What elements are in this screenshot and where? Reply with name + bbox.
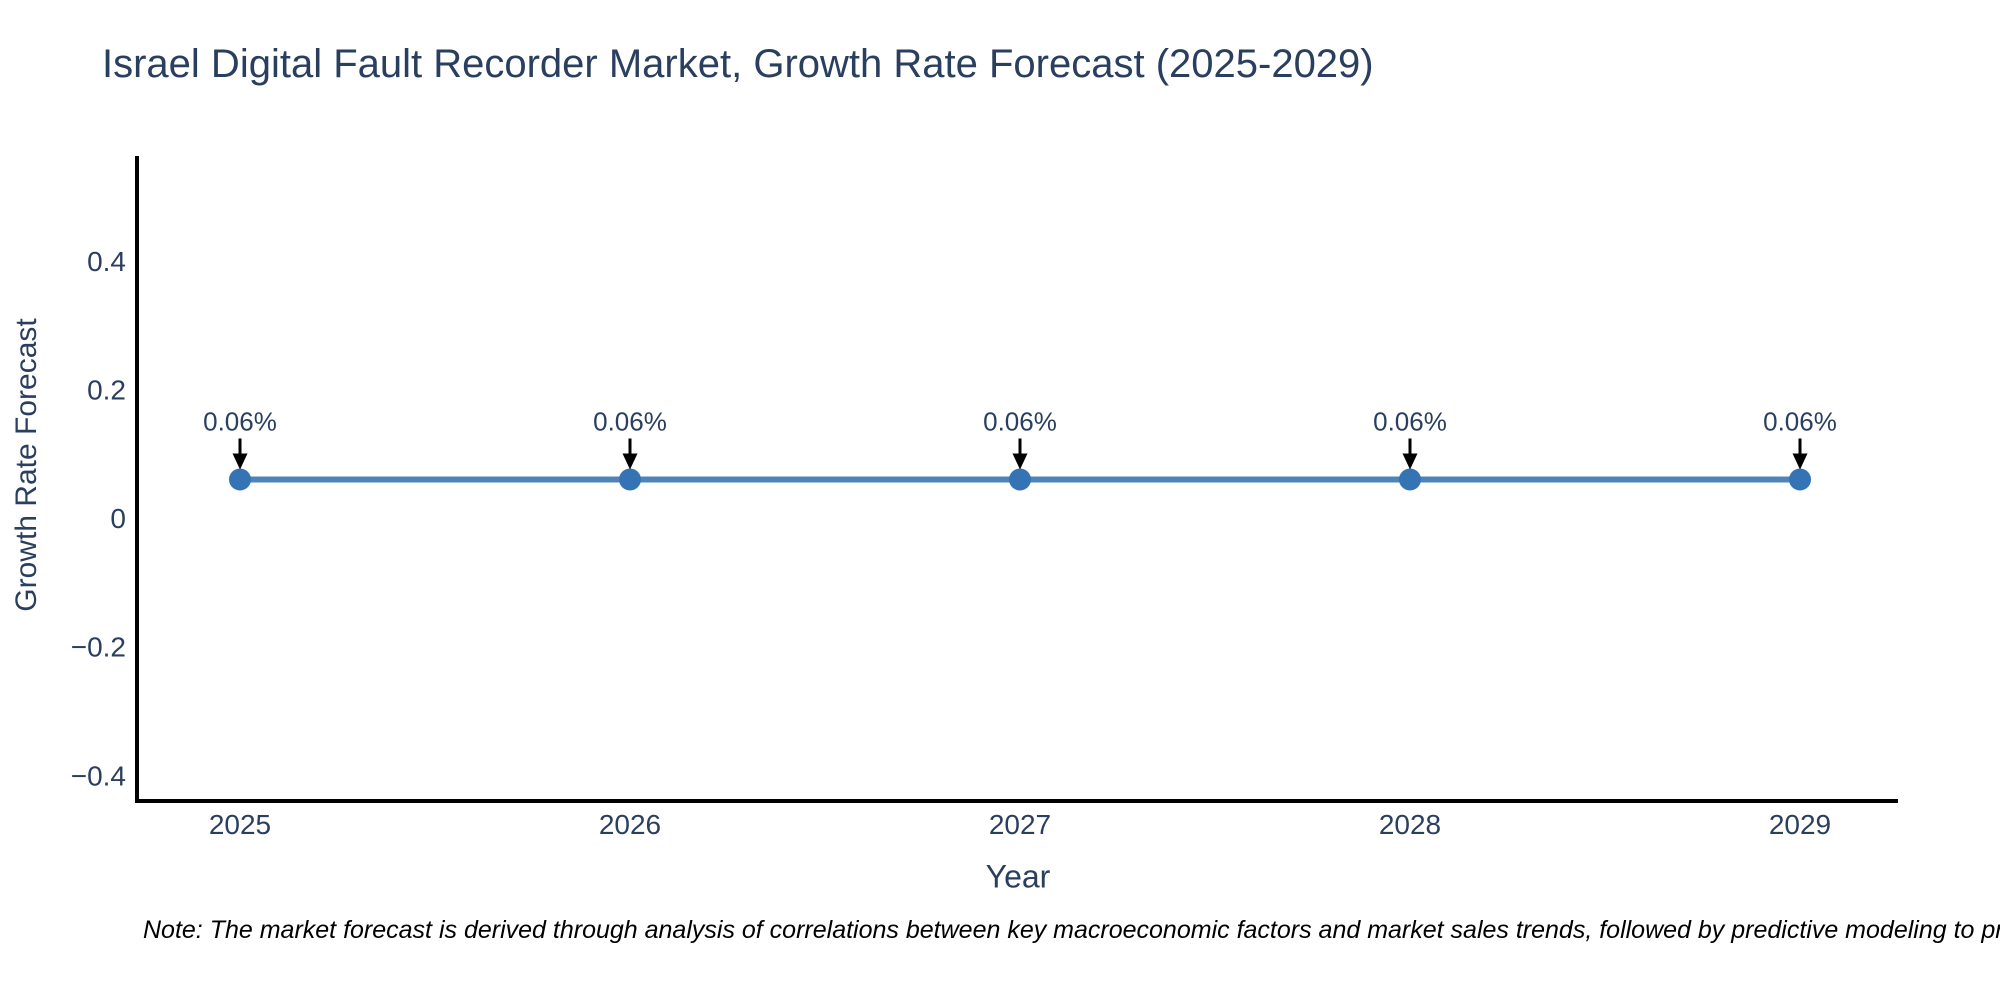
data-point-marker: [229, 468, 251, 491]
y-tick-label: −0.4: [71, 760, 126, 791]
annotation-arrowhead: [1792, 453, 1808, 470]
annotation-arrowhead: [232, 453, 248, 470]
x-tick-label: 2026: [599, 809, 661, 840]
y-tick-label: 0.4: [87, 246, 126, 277]
footnote: Note: The market forecast is derived thr…: [143, 916, 2000, 944]
annotation-label: 0.06%: [203, 407, 277, 437]
x-axis-title: Year: [985, 858, 1051, 895]
annotation-label: 0.06%: [983, 407, 1057, 437]
x-tick-label: 2029: [1769, 809, 1831, 840]
data-point-marker: [619, 468, 641, 491]
chart-title: Israel Digital Fault Recorder Market, Gr…: [102, 42, 1374, 86]
y-tick-label: 0: [110, 503, 126, 534]
annotation-arrowhead: [1012, 453, 1028, 470]
y-tick-label: −0.2: [71, 632, 126, 663]
data-point-marker: [1399, 468, 1421, 491]
annotation-label: 0.06%: [1373, 407, 1447, 437]
annotation-arrowhead: [622, 453, 638, 470]
x-tick-label: 2027: [989, 809, 1051, 840]
data-point-marker: [1009, 468, 1031, 491]
annotation-label: 0.06%: [593, 407, 667, 437]
data-point-marker: [1789, 468, 1811, 491]
x-tick-label: 2025: [209, 809, 271, 840]
x-tick-label: 2028: [1379, 809, 1441, 840]
y-tick-label: 0.2: [87, 374, 126, 405]
annotation-arrowhead: [1402, 453, 1418, 470]
annotation-label: 0.06%: [1763, 407, 1837, 437]
